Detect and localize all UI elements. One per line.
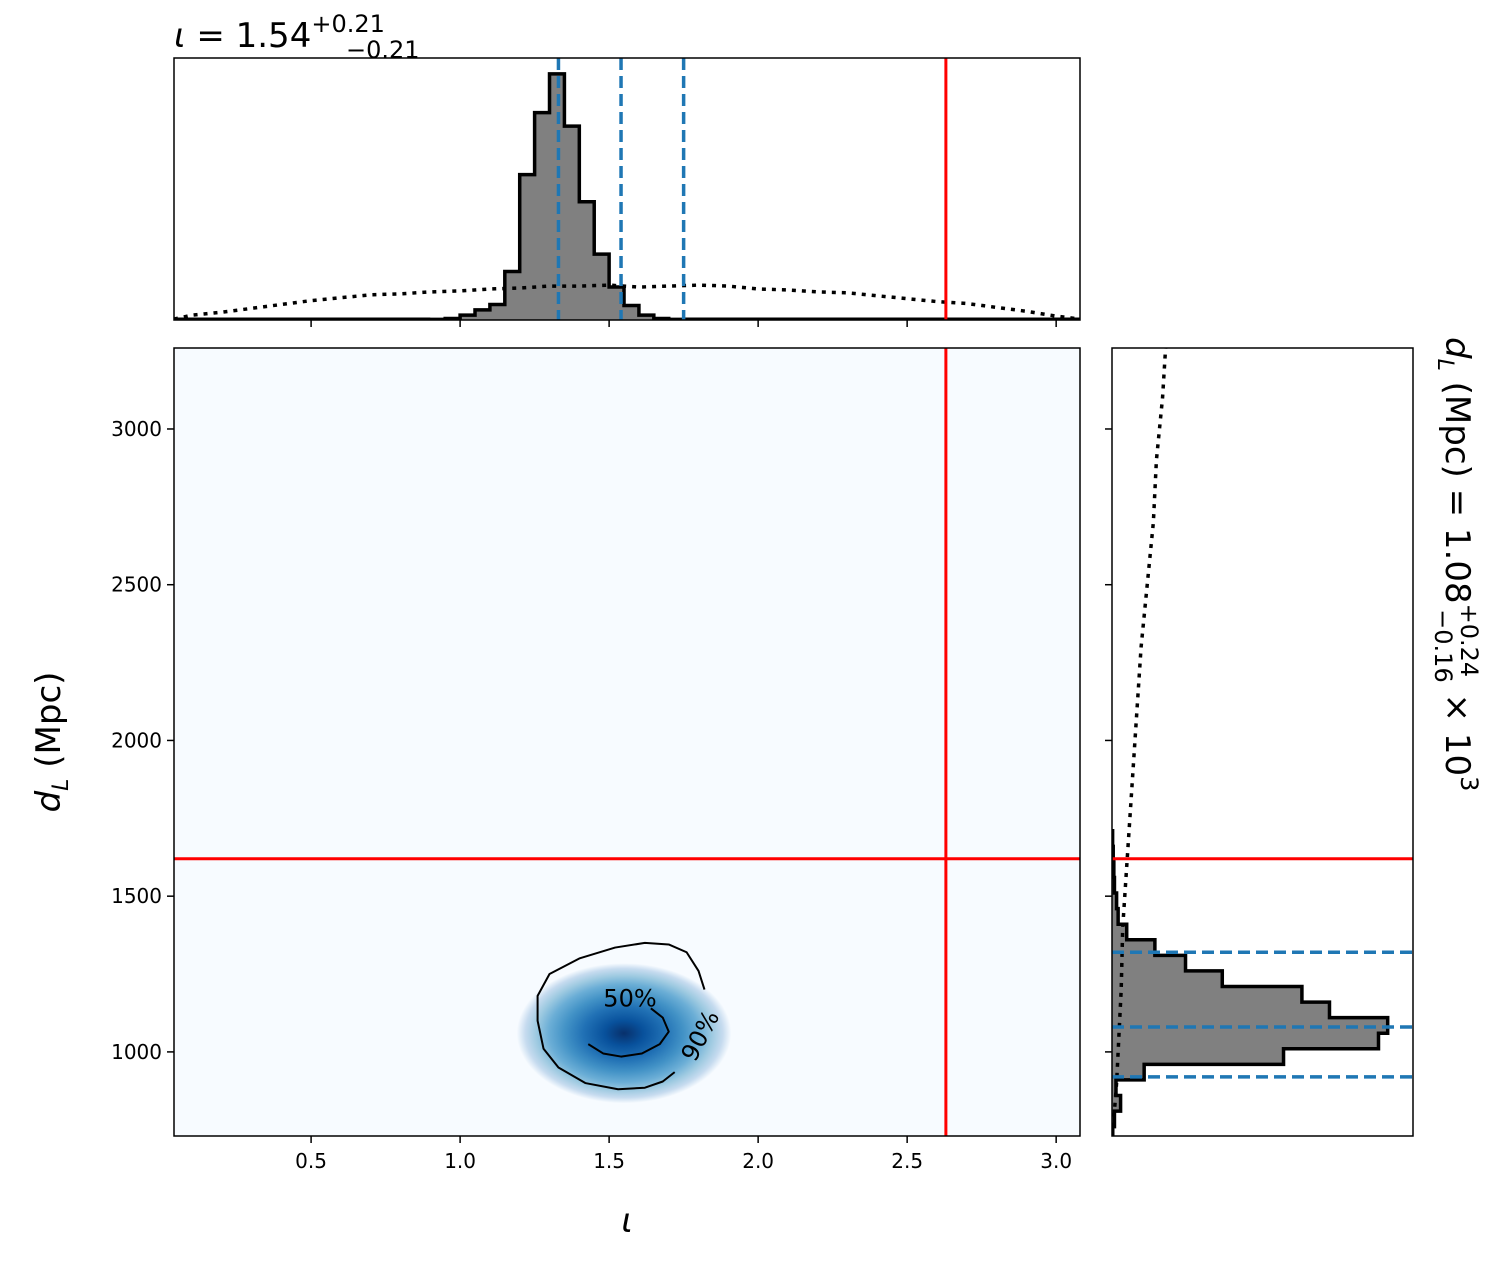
top-histogram-fill (430, 73, 684, 320)
joint-xtick-label-1: 1.0 (444, 1149, 476, 1173)
joint-ytick-label-0: 1000 (111, 1040, 162, 1064)
right-title-mult: × 10 (1437, 683, 1477, 776)
right-title-value: (Mpc) = 1.08 (1437, 371, 1477, 604)
joint-density-blob (516, 963, 732, 1104)
right-panel-title: dL (Mpc) = 1.08+0.24−0.16 × 103 (1429, 337, 1483, 791)
right-panel-frame (1111, 347, 1414, 1137)
title-param: ι (174, 16, 186, 56)
joint-xtick-label-5: 3.0 (1040, 1149, 1072, 1173)
joint-ytick-label-2: 2000 (111, 728, 162, 752)
y-axis-param: d (29, 790, 69, 812)
joint-ytick-label-1: 1500 (111, 884, 162, 908)
right-histogram-fill (1112, 830, 1388, 1127)
top-panel-frame (173, 57, 1081, 321)
joint-xtick-label-3: 2.0 (742, 1149, 774, 1173)
title-plus-error: +0.21 (311, 10, 385, 38)
joint-panel-frame (173, 347, 1081, 1137)
right-title-param-sub: L (1432, 359, 1457, 371)
title-value: = 1.54 (186, 16, 312, 56)
right-histogram-step (1112, 829, 1390, 1129)
right-title-exp: 3 (1455, 776, 1483, 791)
contour-50 (587, 1007, 670, 1058)
y-axis-label: dL (Mpc) (29, 672, 74, 813)
right-title-minus-error: −0.16 (1429, 609, 1457, 683)
joint-xtick-label-2: 1.5 (593, 1149, 625, 1173)
top-panel-title-minus: −0.21 (346, 36, 420, 64)
contour-label-50: 50% (603, 985, 656, 1013)
right-marginal-panel (1105, 347, 1414, 1137)
top-panel-title: ι = 1.54+0.21 (174, 10, 385, 56)
y-axis-param-sub: L (49, 779, 74, 791)
top-prior-curve (174, 283, 1080, 320)
joint-xtick-label-4: 2.5 (891, 1149, 923, 1173)
right-title-param: d (1437, 337, 1477, 359)
joint-ytick-label-4: 3000 (111, 417, 162, 441)
y-axis-unit: (Mpc) (29, 672, 69, 779)
top-histogram-step (428, 72, 686, 320)
top-marginal-panel (173, 57, 1081, 327)
joint-xtick-label-0: 0.5 (295, 1149, 327, 1173)
joint-panel: 50%90% 0.5 1.0 1.5 2.0 2.5 3.0100015002000250… (111, 347, 1081, 1173)
contour-90 (536, 941, 706, 1091)
right-title-plus-error: +0.24 (1455, 604, 1483, 678)
x-axis-label: ι (621, 1201, 633, 1241)
joint-ytick-label-3: 2500 (111, 573, 162, 597)
